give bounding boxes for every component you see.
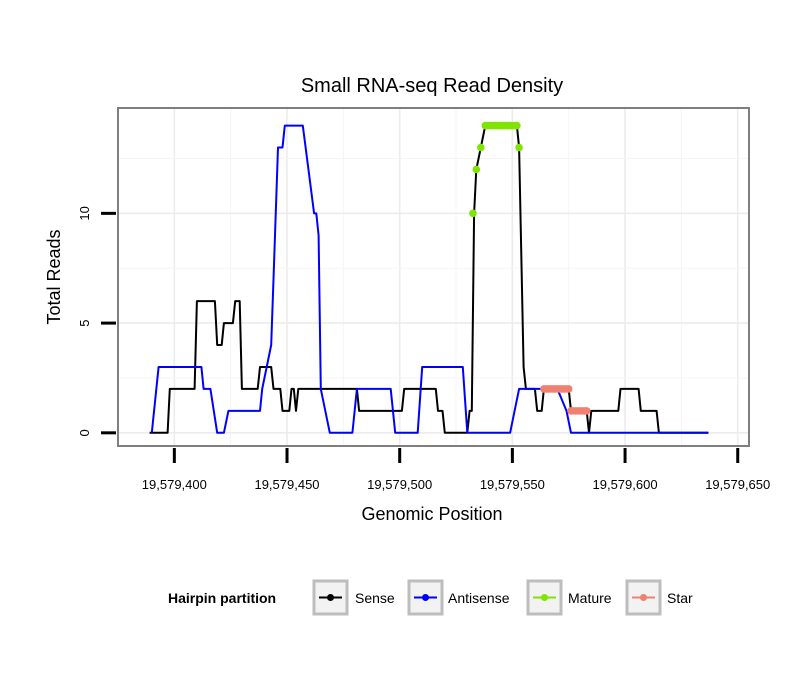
chart-title: Small RNA-seq Read Density [301,75,563,97]
x-tick-label: 19,579,650 [705,477,770,492]
plot-panel [117,107,750,447]
x-axis-title: Genomic Position [361,504,502,524]
y-tick-label: 10 [77,206,92,220]
legend-label: Mature [568,590,612,606]
legend-label: Star [667,590,693,606]
mature-point [513,121,521,130]
legend-item-mature: Mature [526,579,612,616]
legend-key-dot [422,594,429,601]
x-tick-label: 19,579,400 [142,477,207,492]
mature-point [472,165,481,174]
legend-key-dot [327,594,334,601]
y-axis-title: Total Reads [44,229,64,324]
legend-item-sense: Sense [312,579,395,616]
series-layer [149,121,709,434]
axes: 19,579,400 19,579,450 19,579,500 19,579,550… [77,206,770,492]
legend-label: Sense [355,590,395,606]
legend-items: Sense Antisense Mature Star [312,579,693,616]
x-tick-label: 19,579,550 [480,477,545,492]
mature-point [469,209,477,218]
plot-border [117,107,750,447]
legend-item-star: Star [625,579,693,616]
antisense-line [150,124,709,434]
legend-label: Antisense [448,590,510,606]
star-point [564,385,573,393]
legend-item-antisense: Antisense [407,579,510,616]
series-antisense [150,124,709,434]
star-point [582,407,591,415]
legend: Hairpin partition Sense Antisense Mature St… [168,579,693,616]
legend-key-dot [541,594,548,601]
x-tick-label: 19,579,450 [254,477,319,492]
series-mature [469,121,523,218]
x-tick-label: 19,579,500 [367,477,432,492]
legend-key-dot [640,594,647,601]
y-tick-label: 5 [77,319,92,326]
series-star [540,385,591,415]
y-tick-label: 0 [77,429,92,436]
legend-title: Hairpin partition [168,590,276,606]
x-tick-label: 19,579,600 [593,477,658,492]
mature-point [515,143,523,152]
mature-point [477,143,485,152]
